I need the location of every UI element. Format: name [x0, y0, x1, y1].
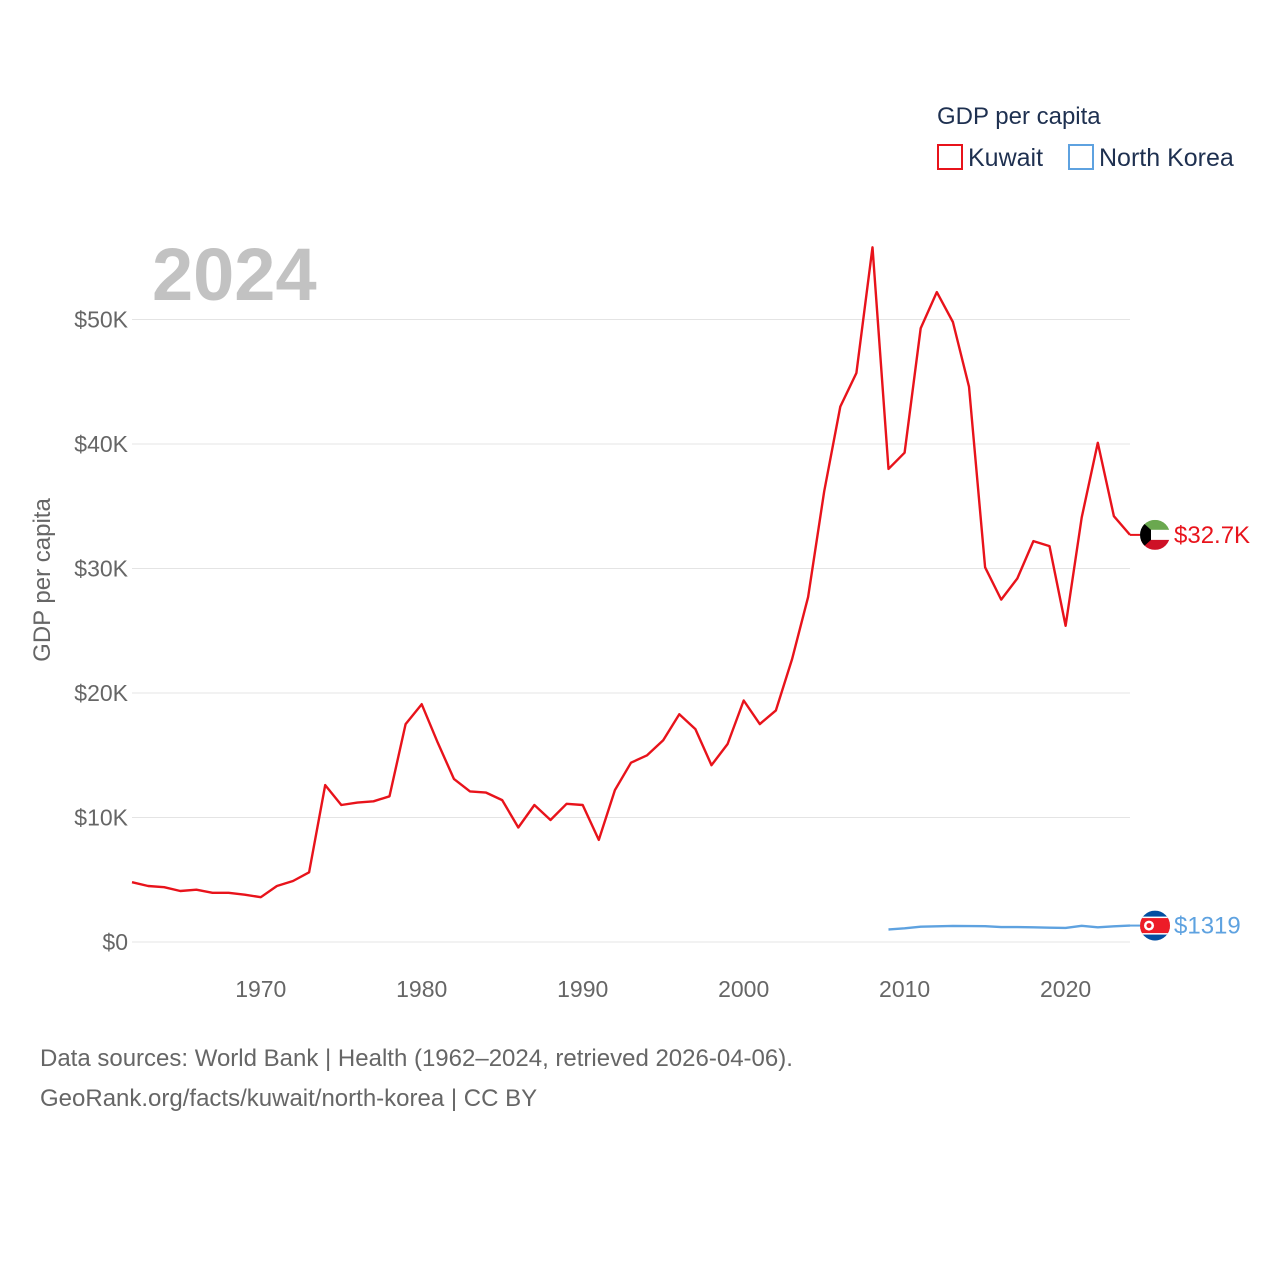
y-tick-label-10k: $10K: [74, 805, 128, 831]
legend-title: GDP per capita: [937, 103, 1101, 130]
credit-text: GeoRank.org/facts/kuwait/north-korea | C…: [40, 1085, 538, 1112]
y-tick-label-0: $0: [102, 929, 128, 955]
y-tick-label-50k: $50K: [74, 307, 128, 333]
series-endpoints: $32.7K $1319: [1130, 519, 1250, 941]
x-tick-label-2000: 2000: [718, 976, 769, 1002]
x-tick-label-2020: 2020: [1040, 976, 1091, 1002]
legend-label-kuwait: Kuwait: [968, 144, 1043, 172]
y-axis: $0 $10K $20K $30K $40K $50K: [74, 307, 128, 956]
legend-item-north-korea[interactable]: North Korea: [1068, 144, 1234, 172]
series-line-north-korea[interactable]: [888, 924, 1131, 931]
end-value-label-north-korea: $1319: [1174, 913, 1241, 940]
north-korea-flag-icon: [1140, 910, 1170, 941]
legend-swatch-kuwait: [937, 144, 963, 170]
legend-label-north-korea: North Korea: [1099, 144, 1234, 172]
y-tick-label-30k: $30K: [74, 556, 128, 582]
x-tick-label-1980: 1980: [396, 976, 447, 1002]
legend-item-kuwait[interactable]: Kuwait: [937, 144, 1043, 172]
y-axis-title: GDP per capita: [29, 498, 56, 662]
y-tick-label-40k: $40K: [74, 431, 128, 457]
x-tick-label-1970: 1970: [235, 976, 286, 1002]
legend: GDP per capita Kuwait North Korea: [937, 103, 1234, 172]
grid: [132, 319, 1130, 943]
legend-swatch-north-korea: [1068, 144, 1094, 170]
x-tick-label-2010: 2010: [879, 976, 930, 1002]
y-tick-label-20k: $20K: [74, 680, 128, 706]
current-year-label: 2024: [152, 233, 317, 316]
x-tick-label-1990: 1990: [557, 976, 608, 1002]
series-line-kuwait[interactable]: [131, 246, 1131, 899]
kuwait-flag-icon: [1140, 519, 1170, 550]
x-axis: 1970 1980 1990 2000 2010 2020: [235, 976, 1091, 1002]
series: [131, 246, 1131, 931]
data-sources-text: Data sources: World Bank | Health (1962–…: [40, 1045, 793, 1072]
end-value-label-kuwait: $32.7K: [1174, 522, 1250, 549]
